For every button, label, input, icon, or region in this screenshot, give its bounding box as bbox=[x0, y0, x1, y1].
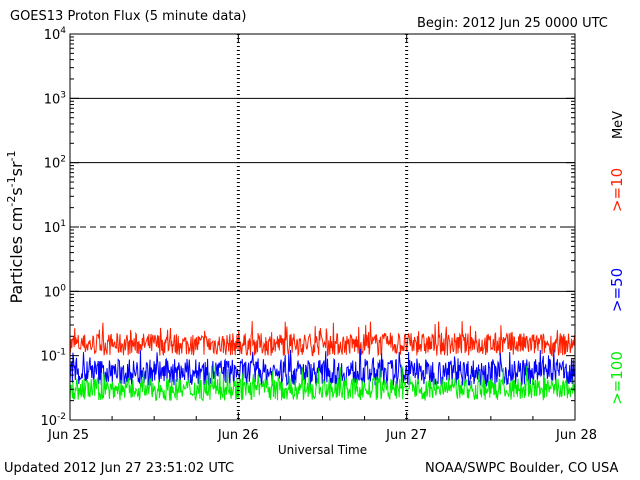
unit-label: MeV bbox=[611, 111, 626, 139]
series-line-2 bbox=[69, 365, 576, 402]
x-tick-label-3: Jun 28 bbox=[555, 428, 597, 443]
updated-timestamp: Updated 2012 Jun 27 23:51:02 UTC bbox=[4, 461, 235, 476]
y-tick-label-2: 102 bbox=[44, 155, 66, 172]
y-tick-label-3: 101 bbox=[44, 219, 66, 236]
begin-date: Begin: 2012 Jun 25 0000 UTC bbox=[417, 16, 608, 31]
legend-label-2: >=100 bbox=[608, 351, 626, 405]
x-tick-label-0: Jun 25 bbox=[47, 428, 89, 443]
y-tick-label-1: 103 bbox=[44, 90, 66, 107]
credit-label: NOAA/SWPC Boulder, CO USA bbox=[425, 461, 619, 476]
y-tick-label-6: 10-2 bbox=[40, 412, 66, 429]
y-tick-label-0: 104 bbox=[44, 26, 67, 43]
y-tick-label-5: 10-1 bbox=[40, 348, 66, 365]
y-tick-label-4: 100 bbox=[44, 283, 67, 300]
x-axis-label: Universal Time bbox=[278, 443, 367, 457]
series-line-0 bbox=[69, 321, 576, 358]
legend-label-1: >=50 bbox=[608, 268, 626, 312]
x-tick-label-1: Jun 26 bbox=[217, 428, 259, 443]
y-axis-label: Particles cm-2s-1sr-1 bbox=[5, 150, 26, 303]
legend-label-0: >=10 bbox=[608, 168, 626, 212]
x-tick-label-2: Jun 27 bbox=[385, 428, 427, 443]
chart-title: GOES13 Proton Flux (5 minute data) bbox=[10, 9, 247, 24]
